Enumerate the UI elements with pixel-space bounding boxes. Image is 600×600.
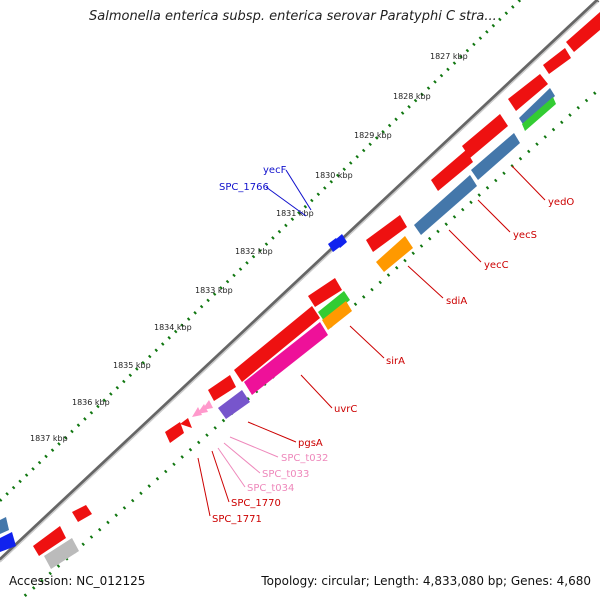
scale-label: 1835 kbp: [113, 361, 151, 370]
gene-block[interactable]: [366, 215, 407, 252]
leader-line: [265, 186, 307, 217]
gene-label-SPC_1766[interactable]: SPC_1766: [219, 182, 269, 193]
scale-label: 1828 kbp: [393, 92, 431, 101]
scale-label: 1837 kbp: [30, 434, 68, 443]
gene-block[interactable]: [165, 422, 184, 443]
gene-label-SPC_1770[interactable]: SPC_1770: [231, 498, 281, 509]
gene-block[interactable]: [244, 322, 328, 395]
gene-block[interactable]: [322, 301, 352, 330]
gene-label-sdiA[interactable]: sdiA: [446, 296, 467, 307]
gene-block[interactable]: [0, 517, 9, 534]
gene-block[interactable]: [44, 538, 79, 569]
scale-label: 1834 kbp: [154, 323, 192, 332]
gene-block[interactable]: [543, 48, 571, 74]
gene-block[interactable]: [508, 74, 548, 111]
gene-block[interactable]: [180, 418, 192, 428]
leader-line: [477, 199, 511, 233]
gene-label-leaders: [197, 165, 546, 517]
leader-line: [285, 169, 312, 211]
gene-label-SPC_1771[interactable]: SPC_1771: [212, 514, 262, 525]
leader-line: [407, 265, 444, 299]
gene-block[interactable]: [33, 526, 66, 556]
scale-label: 1833 kbp: [195, 286, 233, 295]
gene-block[interactable]: [0, 532, 16, 552]
gene-block[interactable]: [72, 505, 92, 522]
scale-label: 1829 kbp: [354, 131, 392, 140]
forward-strand-genes: [33, 12, 600, 556]
topology-summary-text: Topology: circular; Length: 4,833,080 bp…: [261, 574, 591, 588]
leader-line: [511, 165, 546, 201]
reverse-strand-genes: [0, 88, 556, 569]
scale-label: 1827 kbp: [430, 52, 468, 61]
leader-line: [211, 450, 230, 503]
gene-label-pgsA[interactable]: pgsA: [298, 438, 323, 449]
gene-block[interactable]: [208, 375, 236, 401]
trna-arrow[interactable]: [192, 407, 202, 417]
scale-labels: 1827 kbp 1828 kbp 1829 kbp 1830 kbp 1831…: [30, 52, 468, 443]
gene-label-uvrC[interactable]: uvrC: [334, 404, 357, 415]
trna-arrow[interactable]: [202, 400, 213, 410]
gene-block[interactable]: [414, 175, 477, 235]
leader-line: [229, 436, 279, 458]
gene-block[interactable]: [431, 150, 473, 191]
gene-label-yecC[interactable]: yecC: [484, 260, 509, 271]
leader-line: [247, 421, 297, 443]
scale-label: 1830 kbp: [315, 171, 353, 180]
gene-label-yecS[interactable]: yecS: [513, 230, 537, 241]
leader-line: [197, 457, 211, 517]
gene-block[interactable]: [566, 12, 600, 52]
gene-label-yecF[interactable]: yecF: [263, 165, 287, 176]
leader-line: [300, 374, 333, 409]
gene-label-yedO[interactable]: yedO: [548, 197, 574, 208]
gene-block[interactable]: [462, 114, 508, 158]
gene-label-SPC_t034[interactable]: SPC_t034: [247, 483, 294, 494]
genome-backbone: [0, 0, 600, 562]
gene-block[interactable]: [218, 390, 250, 419]
gene-block[interactable]: [234, 306, 320, 382]
gene-block[interactable]: [522, 97, 556, 131]
gene-labels: yedO yecS yecC sdiA sirA uvrC pgsA SPC_t…: [212, 165, 574, 525]
gene-label-SPC_t033[interactable]: SPC_t033: [262, 469, 309, 480]
genome-backbone-highlight: [0, 1, 599, 563]
gene-block[interactable]: [519, 88, 555, 126]
gene-label-SPC_t032[interactable]: SPC_t032: [281, 453, 328, 464]
gene-block[interactable]: [308, 278, 342, 307]
gene-block[interactable]: [376, 236, 413, 272]
genome-title: Salmonella enterica subsp. enterica sero…: [89, 9, 497, 24]
leader-line: [217, 447, 246, 488]
gene-block[interactable]: [318, 291, 350, 321]
leader-line: [349, 325, 385, 359]
scale-label: 1836 kbp: [72, 398, 110, 407]
gene-block[interactable]: [471, 133, 520, 180]
gene-block[interactable]: [335, 234, 347, 248]
scale-label: 1832 kbp: [235, 247, 273, 256]
accession-text: Accession: NC_012125: [9, 574, 146, 588]
gene-label-sirA[interactable]: sirA: [386, 356, 405, 367]
scale-label: 1831 kbp: [276, 209, 314, 218]
outer-tick-track: [0, 0, 522, 503]
leader-line: [448, 229, 482, 263]
leader-line: [223, 442, 261, 474]
